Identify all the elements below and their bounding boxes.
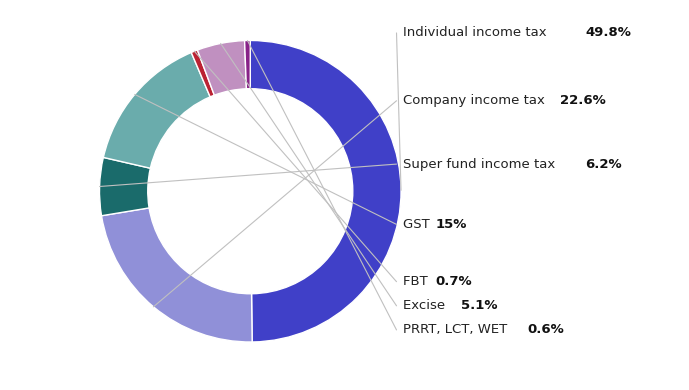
Text: 15%: 15% <box>435 218 467 231</box>
Wedge shape <box>198 41 247 95</box>
Wedge shape <box>245 41 250 89</box>
Wedge shape <box>99 158 150 216</box>
Text: Super fund income tax: Super fund income tax <box>402 158 559 170</box>
Wedge shape <box>103 53 210 168</box>
Text: GST: GST <box>402 218 433 231</box>
Text: 0.6%: 0.6% <box>527 323 564 337</box>
Wedge shape <box>101 208 252 342</box>
Text: Excise: Excise <box>402 299 449 312</box>
Text: 49.8%: 49.8% <box>585 27 631 39</box>
Text: FBT: FBT <box>402 275 431 288</box>
Wedge shape <box>192 50 214 97</box>
Wedge shape <box>250 41 401 342</box>
Text: 22.6%: 22.6% <box>560 94 606 107</box>
Text: Company income tax: Company income tax <box>402 94 548 107</box>
Text: 5.1%: 5.1% <box>460 299 497 312</box>
Text: PRRT, LCT, WET: PRRT, LCT, WET <box>402 323 511 337</box>
Text: Individual income tax: Individual income tax <box>402 27 551 39</box>
Text: 6.2%: 6.2% <box>585 158 621 170</box>
Text: 0.7%: 0.7% <box>435 275 473 288</box>
